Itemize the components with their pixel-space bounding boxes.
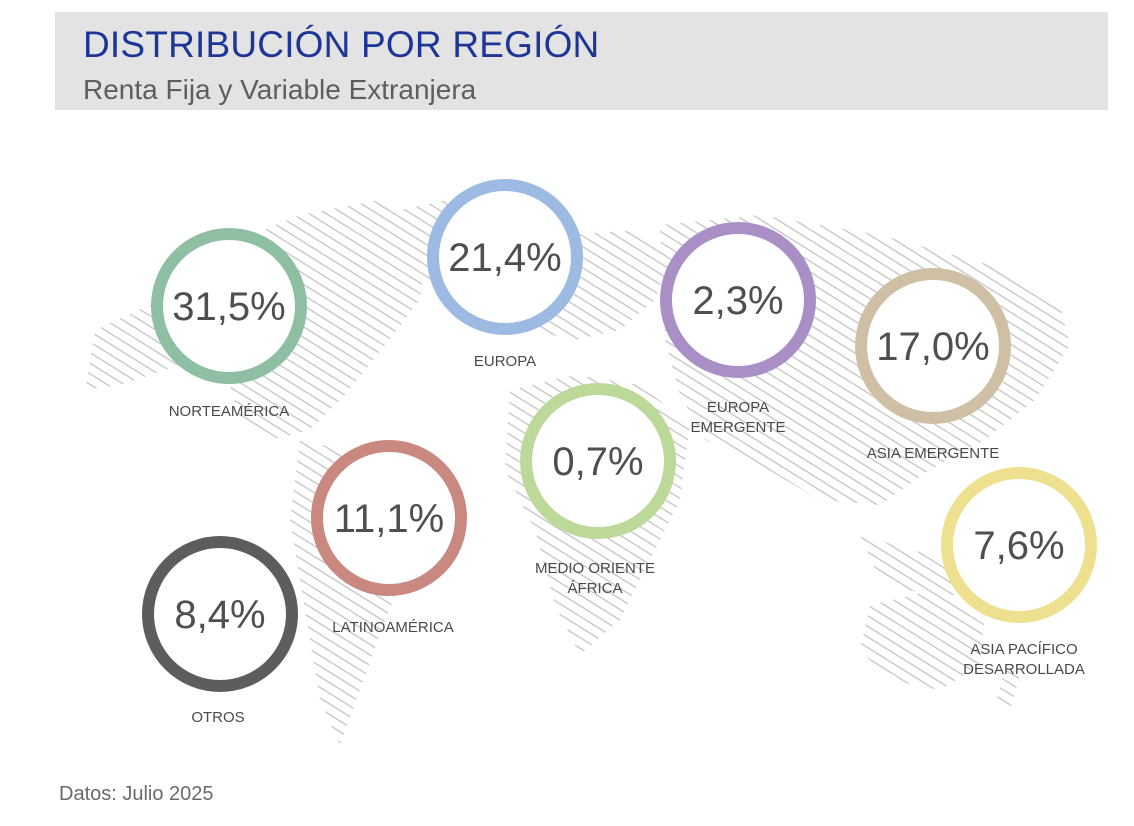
region-name-label: NORTEAMÉRICA [169,403,290,420]
region-ring [941,467,1097,623]
region-value-label: 8,4% [174,593,265,637]
page-title: DISTRIBUCIÓN POR REGIÓN [83,24,600,65]
region-donut: 11,1% LATINOAMÉRICA [311,440,467,636]
region-name-label: OTROS [191,709,244,726]
region-ring [427,179,583,335]
region-name-label: DESARROLLADA [963,661,1085,678]
data-source-note: Datos: Julio 2025 [59,783,214,805]
region-ring [311,440,467,596]
region-name-label: ASIA EMERGENTE [867,445,1000,462]
page-subtitle: Renta Fija y Variable Extranjera [83,74,477,105]
region-ring [855,268,1011,424]
region-value-label: 31,5% [172,285,285,329]
region-donut: 21,4% EUROPA [427,179,583,370]
continent-new-zealand [995,670,1020,710]
region-donut: 31,5% NORTEAMÉRICA [151,228,307,420]
region-donut: 2,3% EUROPA EMERGENTE [660,222,816,436]
region-name-label: EMERGENTE [690,419,785,436]
region-donut: 17,0% ASIA EMERGENTE [855,268,1011,462]
region-name-label: ASIA PACÍFICO [970,641,1077,658]
region-name-label: LATINOAMÉRICA [332,619,453,636]
region-name-label: ÁFRICA [567,580,622,597]
region-ring [520,383,676,539]
continent-indonesia [860,535,980,600]
region-value-label: 0,7% [552,440,643,484]
region-donut: 0,7% MEDIO ORIENTE ÁFRICA [520,383,676,597]
region-name-label: MEDIO ORIENTE [535,560,655,577]
region-value-label: 21,4% [448,236,561,280]
region-name-label: EUROPA [474,353,536,370]
region-value-label: 2,3% [692,279,783,323]
region-ring [660,222,816,378]
region-value-label: 11,1% [334,497,444,541]
region-value-label: 7,6% [973,524,1064,568]
region-donut: 8,4% OTROS [142,536,298,726]
region-ring [151,228,307,384]
region-value-label: 17,0% [876,325,989,369]
continent-australia [860,590,985,690]
region-name-label: EUROPA [707,399,769,416]
region-donut: 7,6% ASIA PACÍFICO DESARROLLADA [941,467,1097,678]
region-ring [142,536,298,692]
header-banner: DISTRIBUCIÓN POR REGIÓN Renta Fija y Var… [55,12,1108,110]
